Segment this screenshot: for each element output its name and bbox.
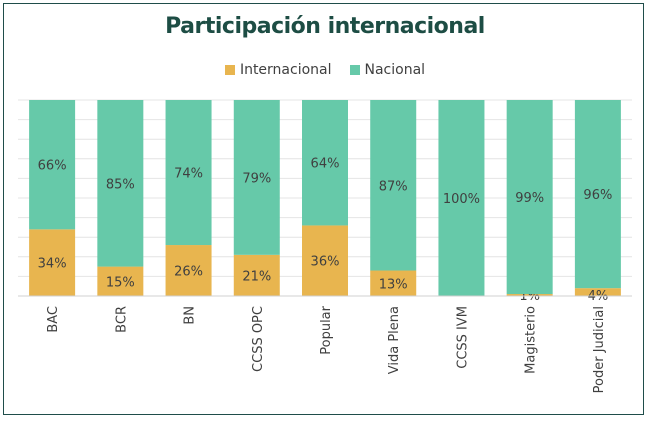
data-label: 15% (106, 275, 135, 290)
bar-internacional-magisterio (506, 294, 553, 296)
data-label: 99% (515, 191, 544, 206)
legend-item-internacional: Internacional (224, 62, 332, 78)
bar-nacional-bn (165, 100, 212, 246)
data-label: 74% (174, 167, 203, 182)
x-tick-label: Vida Plena (387, 306, 402, 374)
x-tick-label: BCR (114, 306, 129, 333)
bar-internacional-popular (302, 225, 348, 296)
legend-label-nacional: Nacional (364, 62, 426, 78)
legend-swatch-nacional (349, 65, 360, 75)
bar-nacional-bac (29, 100, 76, 230)
x-tick-label: Poder Judicial (592, 306, 607, 393)
data-label: 36% (311, 255, 340, 270)
data-label: 79% (242, 171, 271, 186)
x-tick-label: BN (183, 306, 198, 325)
data-label: 21% (242, 269, 271, 284)
legend-label-internacional: Internacional (239, 62, 332, 78)
data-label: 85% (106, 177, 135, 192)
data-label: 34% (38, 257, 67, 272)
bar-internacional-bac (29, 229, 76, 296)
bar-nacional-ccss-ivm (438, 100, 485, 296)
x-tick-label: Popular (319, 305, 334, 354)
bar-nacional-ccss-opc (233, 100, 280, 255)
bar-internacional-bn (165, 245, 212, 296)
data-label: 96% (583, 188, 612, 203)
data-label: 87% (379, 179, 408, 194)
legend-item-nacional: Nacional (349, 62, 426, 78)
x-tick-label: BAC (46, 306, 61, 333)
bar-nacional-bcr (97, 100, 144, 267)
bar-internacional-bcr (97, 266, 144, 296)
chart-legend: Internacional Nacional (0, 62, 650, 78)
data-label: 26% (174, 265, 203, 280)
bar-nacional-popular (302, 100, 348, 226)
data-label: 13% (379, 277, 408, 292)
data-label: 64% (311, 157, 340, 172)
bar-nacional-poder-judicial (574, 100, 621, 289)
bar-nacional-magisterio (506, 100, 553, 295)
bar-internacional-vida-plena (370, 270, 417, 296)
bar-nacional-vida-plena (370, 100, 417, 271)
chart-title: Participación internacional (165, 14, 485, 39)
bar-internacional-poder-judicial (574, 288, 621, 296)
x-tick-label: Magisterio (524, 306, 539, 374)
x-tick-label: CCSS IVM (455, 306, 470, 369)
data-label: 66% (38, 159, 67, 174)
x-tick-label: CCSS OPC (251, 306, 266, 372)
data-label: 100% (443, 192, 480, 207)
bar-internacional-ccss-opc (233, 254, 280, 296)
legend-swatch-internacional (224, 65, 235, 75)
